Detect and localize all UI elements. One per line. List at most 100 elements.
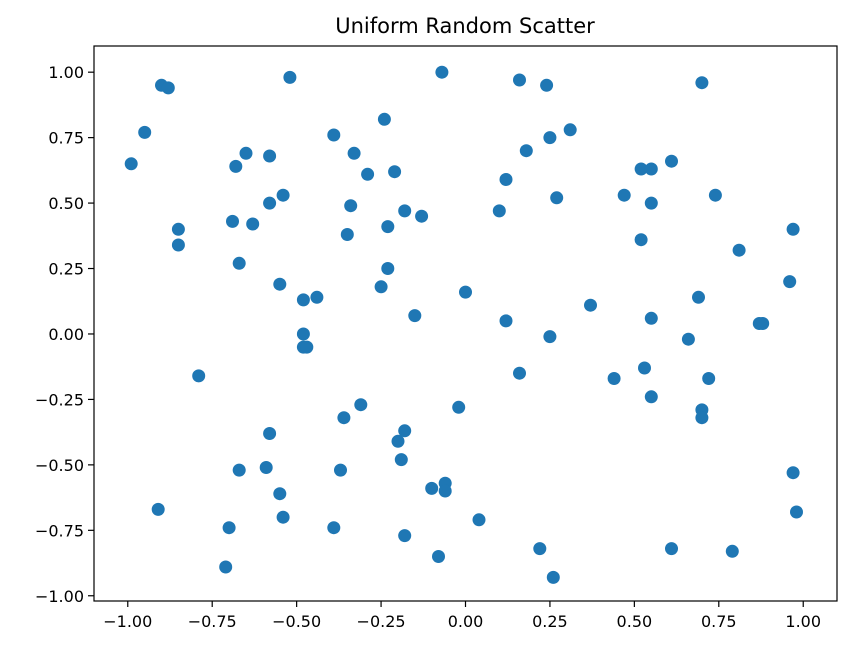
y-tick-label: 0.75: [48, 129, 84, 148]
data-point: [563, 123, 577, 137]
data-point: [533, 542, 547, 556]
data-point: [398, 424, 412, 438]
data-point: [229, 159, 243, 173]
data-point: [344, 199, 358, 213]
data-point: [296, 327, 310, 341]
data-point: [327, 128, 341, 142]
data-point: [695, 76, 709, 90]
data-point: [644, 196, 658, 210]
data-point: [381, 262, 395, 275]
data-point: [584, 298, 597, 312]
data-point: [239, 146, 253, 160]
data-point: [519, 144, 533, 158]
data-point: [546, 570, 560, 584]
data-point: [472, 513, 486, 527]
data-point: [499, 173, 513, 186]
data-point: [138, 125, 152, 139]
data-point: [644, 162, 658, 176]
data-point: [681, 332, 695, 346]
data-point: [354, 398, 368, 412]
data-point: [276, 510, 290, 524]
data-point: [226, 214, 239, 228]
data-point: [415, 209, 429, 223]
data-point: [273, 277, 287, 291]
data-point: [513, 366, 526, 380]
data-point: [725, 544, 739, 558]
data-point: [263, 427, 277, 440]
data-point: [617, 188, 631, 202]
data-point: [607, 372, 621, 385]
y-tick-label: −0.50: [35, 456, 84, 475]
x-tick-label: 0.25: [532, 612, 568, 631]
data-point: [219, 560, 233, 574]
data-point: [459, 285, 472, 299]
data-point: [644, 311, 658, 325]
data-point: [273, 487, 287, 501]
x-tick-label: −0.75: [188, 612, 237, 631]
data-point: [327, 521, 341, 535]
data-point: [513, 73, 526, 87]
data-point: [786, 466, 800, 480]
data-point: [425, 481, 439, 495]
data-point: [388, 165, 402, 179]
data-point: [543, 330, 557, 344]
data-point: [634, 162, 648, 176]
plot-frame: [93, 45, 838, 602]
y-tick-label: −1.00: [35, 587, 84, 606]
data-point: [452, 400, 466, 414]
data-point: [276, 188, 290, 202]
data-point: [438, 484, 452, 498]
data-point: [259, 461, 273, 474]
x-tick-label: 0.00: [448, 612, 484, 631]
data-point: [263, 196, 277, 210]
data-point: [665, 542, 678, 556]
data-point: [283, 70, 297, 84]
data-point: [665, 154, 678, 168]
y-tick-label: −0.25: [35, 390, 84, 409]
data-point: [246, 217, 260, 231]
data-point: [124, 157, 138, 171]
data-point: [232, 256, 246, 270]
x-tick-label: −0.25: [357, 612, 406, 631]
data-point: [499, 314, 513, 328]
x-tick-label: 0.75: [701, 612, 737, 631]
data-point: [171, 238, 185, 252]
x-tick-label: 0.50: [617, 612, 653, 631]
data-point: [394, 453, 408, 467]
data-point: [540, 78, 554, 92]
data-point: [381, 220, 395, 234]
data-point: [550, 191, 564, 205]
points-layer: [124, 65, 803, 584]
data-point: [398, 204, 412, 218]
data-point: [232, 463, 246, 477]
data-point: [432, 550, 445, 563]
data-point: [786, 222, 800, 236]
data-point: [492, 204, 506, 218]
data-point: [171, 222, 185, 236]
data-point: [192, 369, 206, 383]
data-point: [408, 309, 422, 323]
y-tick-label: 1.00: [48, 63, 84, 82]
data-point: [435, 65, 449, 79]
data-point: [543, 131, 557, 145]
data-point: [296, 293, 310, 307]
data-point: [361, 167, 375, 181]
data-point: [377, 112, 391, 126]
data-point: [790, 505, 803, 519]
data-point: [634, 233, 648, 247]
data-point: [300, 340, 314, 354]
x-axis: −1.00 −0.75 −0.50 −0.25 0.00 0.25 0.50 0.75 1.00: [103, 601, 821, 631]
data-point: [638, 361, 651, 375]
data-point: [708, 188, 722, 202]
data-point: [783, 275, 797, 289]
data-point: [756, 317, 770, 330]
data-point: [161, 81, 175, 95]
x-tick-label: −0.50: [272, 612, 321, 631]
data-point: [347, 146, 361, 160]
data-point: [398, 529, 412, 543]
data-point: [644, 390, 658, 404]
data-point: [222, 521, 236, 535]
x-tick-label: −1.00: [103, 612, 152, 631]
data-point: [337, 411, 351, 425]
